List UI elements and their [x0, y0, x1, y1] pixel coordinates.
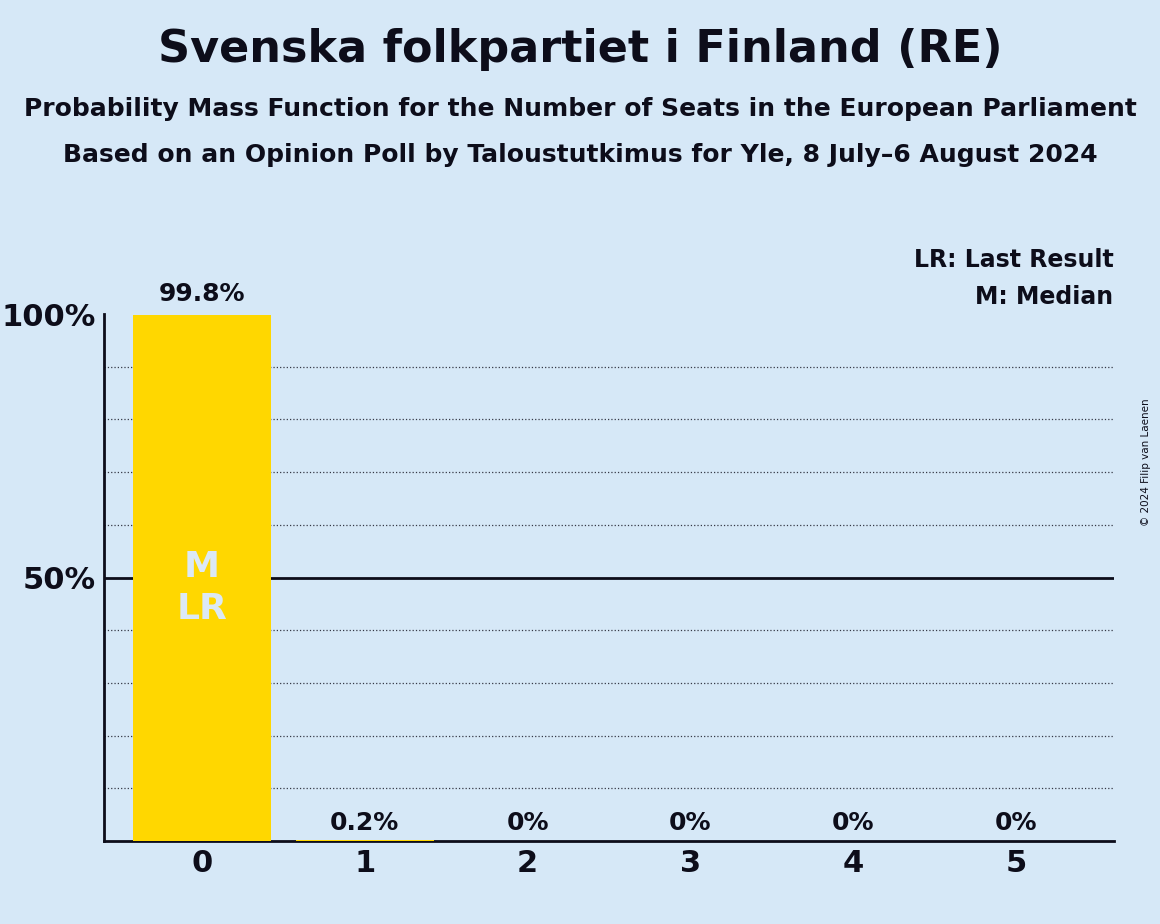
Text: 0%: 0%	[669, 810, 711, 834]
Text: Based on an Opinion Poll by Taloustutkimus for Yle, 8 July–6 August 2024: Based on an Opinion Poll by Taloustutkim…	[63, 143, 1097, 167]
Text: 0%: 0%	[507, 810, 549, 834]
Text: © 2024 Filip van Laenen: © 2024 Filip van Laenen	[1140, 398, 1151, 526]
Text: M: Median: M: Median	[976, 285, 1114, 309]
Text: Svenska folkpartiet i Finland (RE): Svenska folkpartiet i Finland (RE)	[158, 28, 1002, 71]
Text: LR: Last Result: LR: Last Result	[914, 248, 1114, 272]
Text: 99.8%: 99.8%	[159, 282, 245, 306]
Text: 0%: 0%	[994, 810, 1037, 834]
Bar	[133, 315, 271, 841]
Text: 0%: 0%	[832, 810, 875, 834]
Text: Probability Mass Function for the Number of Seats in the European Parliament: Probability Mass Function for the Number…	[23, 97, 1137, 121]
Bar	[296, 840, 434, 841]
Text: 0.2%: 0.2%	[331, 810, 399, 834]
Text: M
LR: M LR	[176, 550, 227, 626]
